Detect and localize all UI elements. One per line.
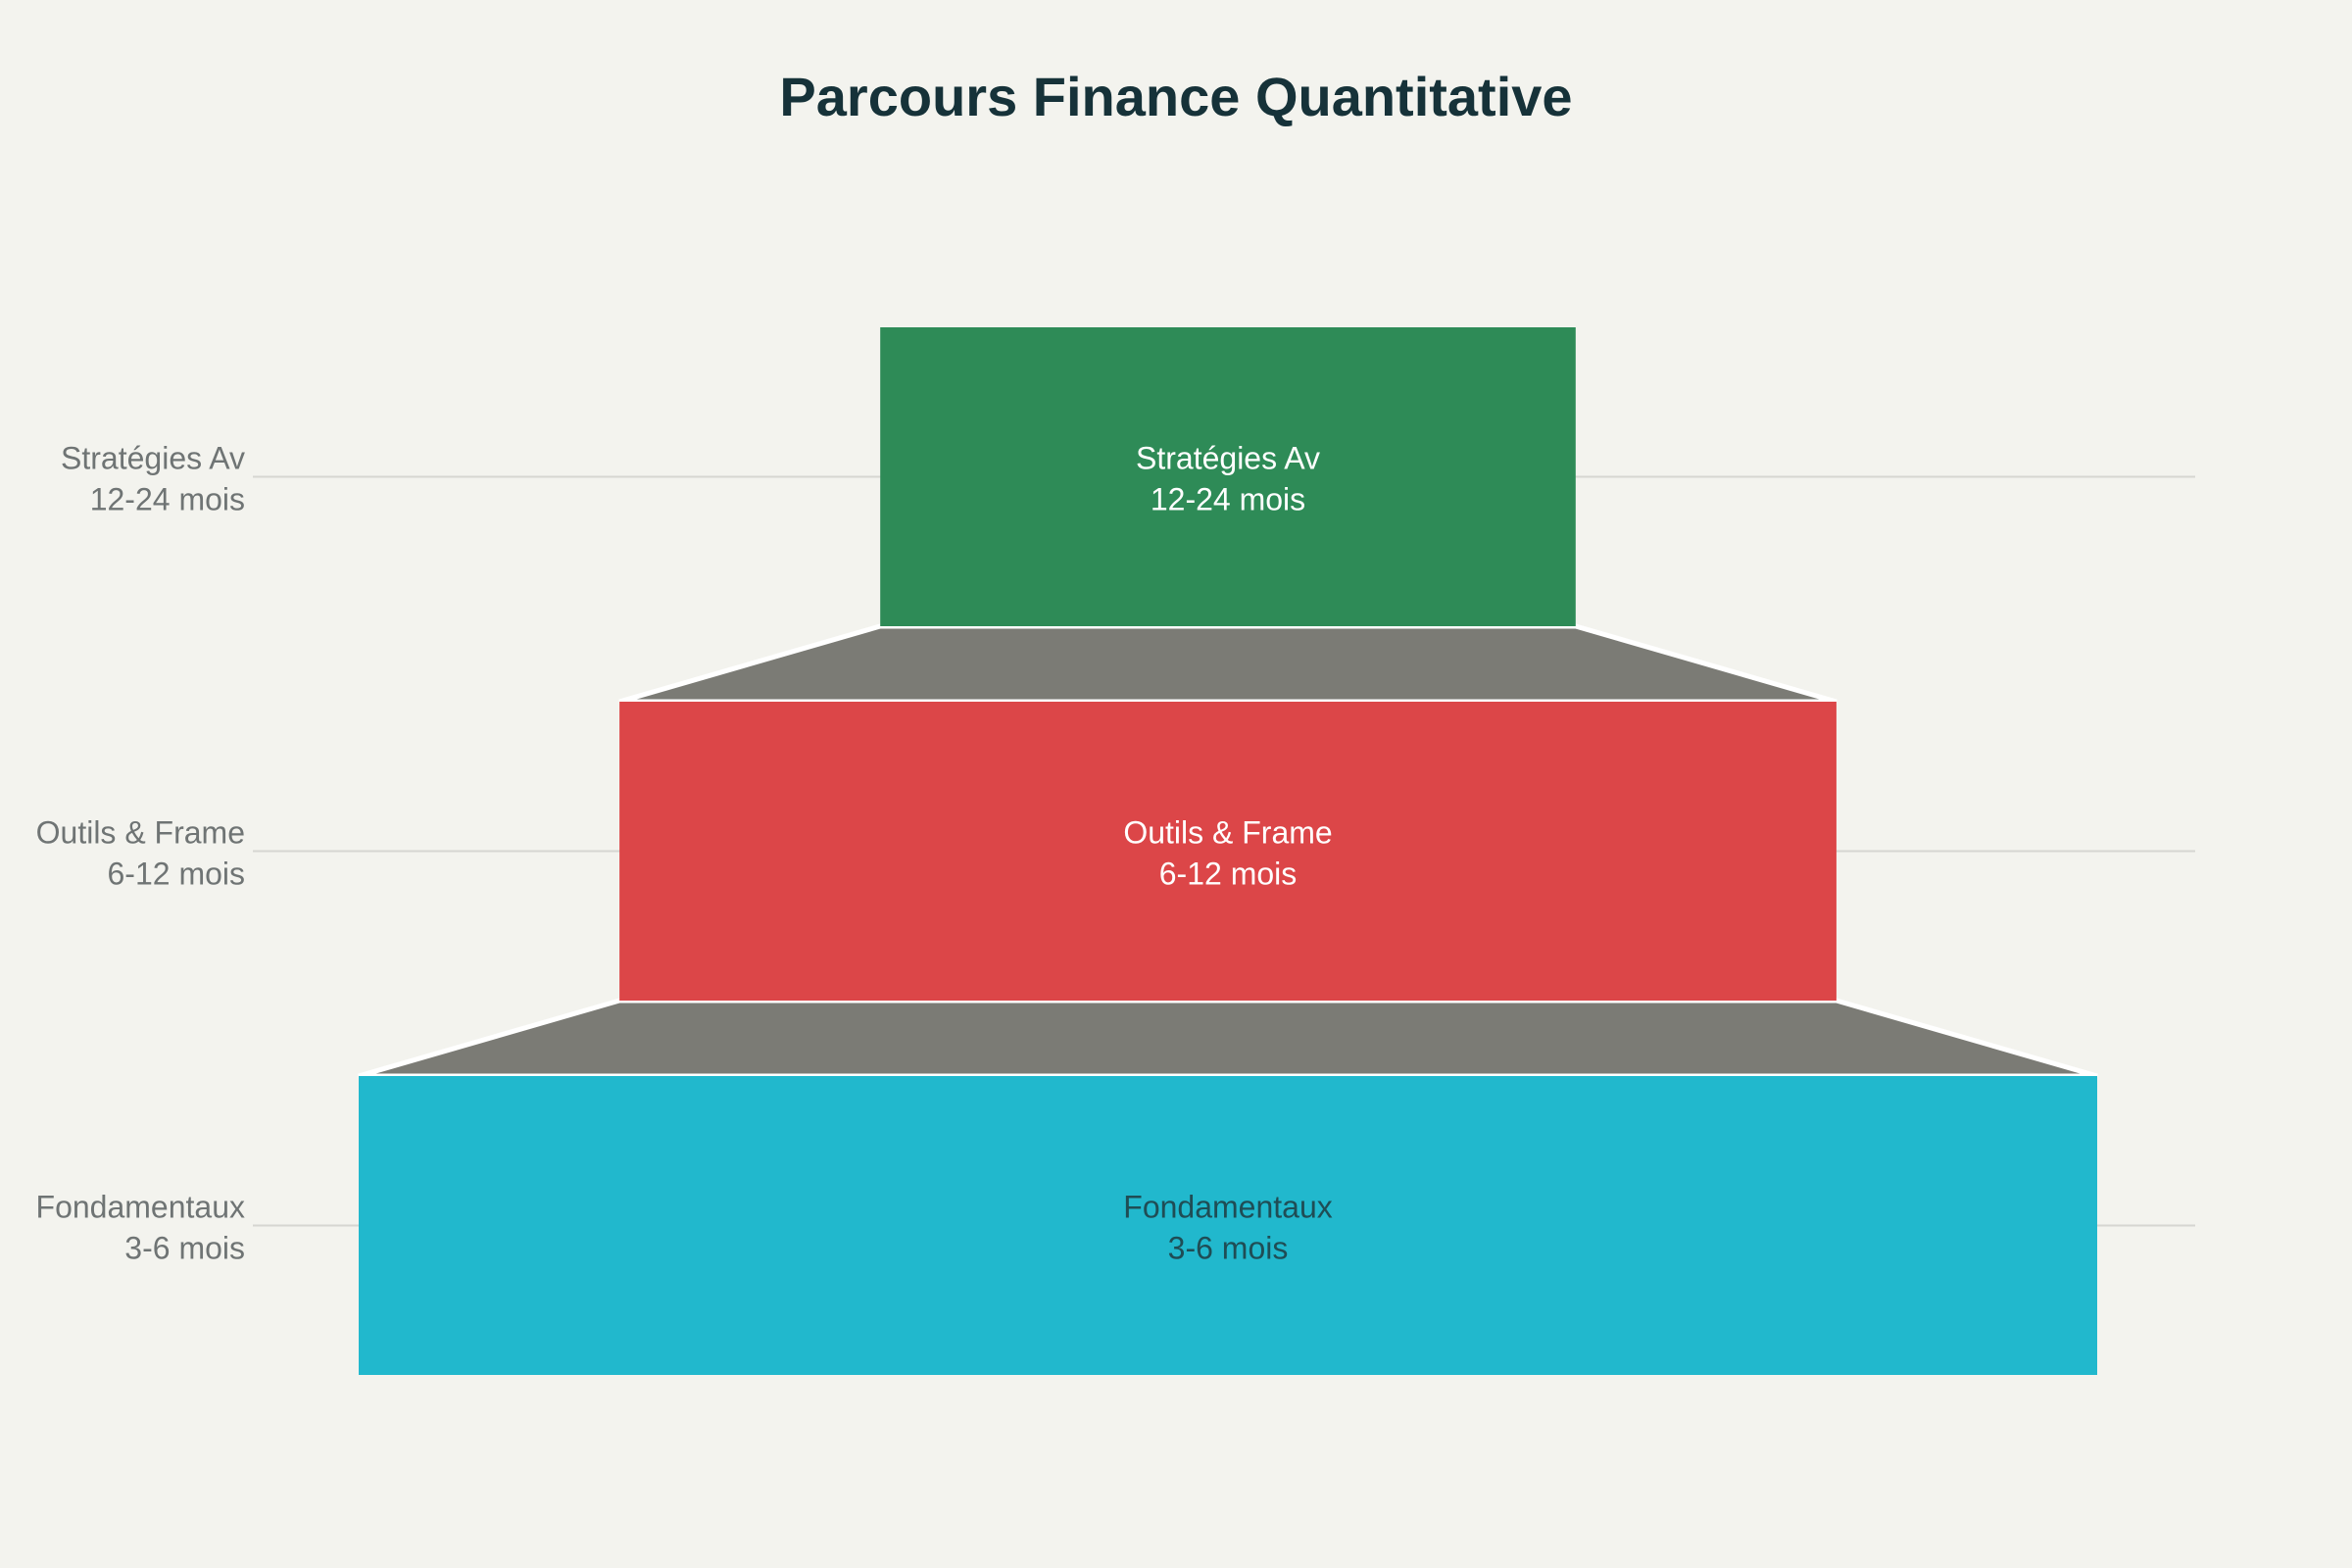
funnel-labels: Stratégies Av 12-24 mois Outils & Frame 6-1… (1123, 441, 1332, 1266)
axis-label-duration: 12-24 mois (90, 482, 245, 517)
axis-label-duration: 3-6 mois (124, 1231, 245, 1266)
axis-label-duration: 6-12 mois (108, 857, 246, 892)
funnel-bar-strat-gies-av (880, 327, 1576, 626)
connector-strat-gies-av (618, 623, 1838, 705)
funnel-bar-outils-frame (619, 702, 1837, 1001)
y-axis-labels: Stratégies Av 12-24 mois Outils & Frame 6-1… (36, 441, 245, 1266)
chart-title: Parcours Finance Quantitative (779, 66, 1572, 127)
bar-label-name: Stratégies Av (1136, 441, 1320, 476)
axis-label-fondamentaux: Fondamentaux 3-6 mois (36, 1190, 245, 1266)
axis-label-name: Outils & Frame (36, 815, 245, 851)
axis-label-name: Stratégies Av (61, 441, 245, 476)
connector-outils-frame (358, 998, 2098, 1079)
bar-label-duration: 12-24 mois (1151, 482, 1305, 517)
axis-label-strat-gies-av: Stratégies Av 12-24 mois (61, 441, 245, 517)
bar-label-name: Outils & Frame (1123, 815, 1332, 851)
bar-label-duration: 6-12 mois (1159, 857, 1298, 892)
funnel-bar-fondamentaux (359, 1076, 2097, 1375)
bar-label-name: Fondamentaux (1123, 1190, 1332, 1225)
axis-label-outils-frame: Outils & Frame 6-12 mois (36, 815, 245, 892)
axis-label-name: Fondamentaux (36, 1190, 245, 1225)
bar-label-outils-frame: Outils & Frame 6-12 mois (1123, 815, 1332, 892)
bar-label-duration: 3-6 mois (1168, 1231, 1289, 1266)
bar-label-strat-gies-av: Stratégies Av 12-24 mois (1136, 441, 1320, 517)
funnel-bars (359, 327, 2097, 1375)
bar-label-fondamentaux: Fondamentaux 3-6 mois (1123, 1190, 1332, 1266)
